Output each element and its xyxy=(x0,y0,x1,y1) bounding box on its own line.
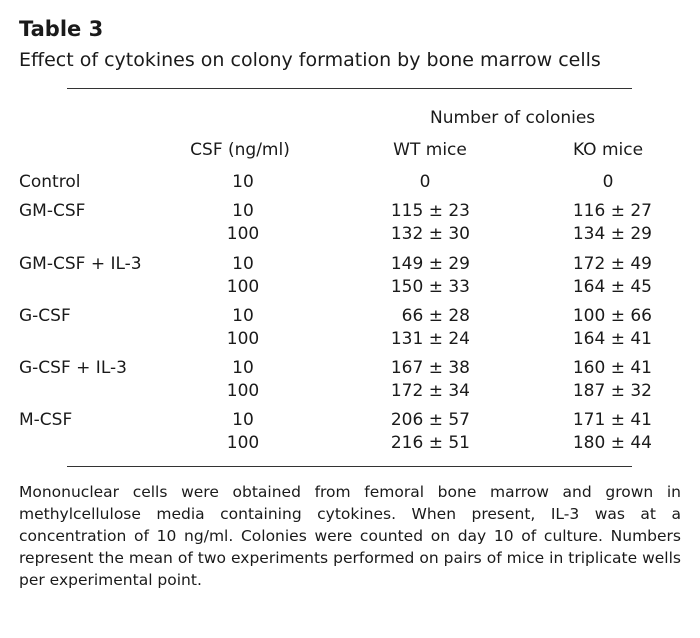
cell-csf: 100 xyxy=(226,224,260,244)
row-label: G-CSF + IL-3 xyxy=(19,358,127,378)
cell-csf: 10 xyxy=(232,172,254,192)
cell-csf: 100 xyxy=(226,381,260,401)
column-header-ko: KO mice xyxy=(572,140,644,160)
row-label: GM-CSF xyxy=(19,201,86,221)
table-footnote: Mononuclear cells were obtained from fem… xyxy=(19,483,681,589)
table-title: Table 3 xyxy=(19,17,104,41)
cell-wt: 167 ± 38 xyxy=(390,358,470,378)
cell-wt: 132 ± 30 xyxy=(390,224,470,244)
cell-ko: 180 ± 44 xyxy=(572,433,652,453)
cell-ko: 172 ± 49 xyxy=(572,254,652,274)
cell-wt: 216 ± 51 xyxy=(390,433,470,453)
cell-wt: 149 ± 29 xyxy=(390,254,470,274)
cell-wt: 115 ± 23 xyxy=(390,201,470,221)
cell-ko: 164 ± 41 xyxy=(572,329,652,349)
cell-wt: 150 ± 33 xyxy=(390,277,470,297)
cell-csf: 10 xyxy=(232,410,254,430)
cell-csf: 10 xyxy=(232,358,254,378)
cell-wt: 66 ± 28 xyxy=(401,306,470,326)
cell-wt: 172 ± 34 xyxy=(390,381,470,401)
cell-csf: 100 xyxy=(226,277,260,297)
cell-wt: 206 ± 57 xyxy=(390,410,470,430)
cell-ko: 100 ± 66 xyxy=(572,306,652,326)
cell-ko: 164 ± 45 xyxy=(572,277,652,297)
cell-csf: 10 xyxy=(232,201,254,221)
cell-csf: 100 xyxy=(226,433,260,453)
cell-ko: 0 xyxy=(602,172,614,192)
row-label: Control xyxy=(19,172,81,192)
cell-ko: 116 ± 27 xyxy=(572,201,652,221)
column-spanner: Number of colonies xyxy=(430,108,596,128)
row-label: M-CSF xyxy=(19,410,73,430)
row-label: GM-CSF + IL-3 xyxy=(19,254,142,274)
table-subtitle: Effect of cytokines on colony formation … xyxy=(19,49,601,71)
cell-csf: 10 xyxy=(232,306,254,326)
cell-csf: 100 xyxy=(226,329,260,349)
cell-csf: 10 xyxy=(232,254,254,274)
cell-ko: 160 ± 41 xyxy=(572,358,652,378)
column-header-csf: CSF (ng/ml) xyxy=(190,140,290,160)
cell-ko: 134 ± 29 xyxy=(572,224,652,244)
bottom-rule xyxy=(67,466,632,467)
cell-ko: 171 ± 41 xyxy=(572,410,652,430)
cell-wt: 0 xyxy=(419,172,431,192)
cell-wt: 131 ± 24 xyxy=(390,329,470,349)
top-rule xyxy=(67,88,632,89)
row-label: G-CSF xyxy=(19,306,71,326)
column-header-wt: WT mice xyxy=(393,140,467,160)
cell-ko: 187 ± 32 xyxy=(572,381,652,401)
